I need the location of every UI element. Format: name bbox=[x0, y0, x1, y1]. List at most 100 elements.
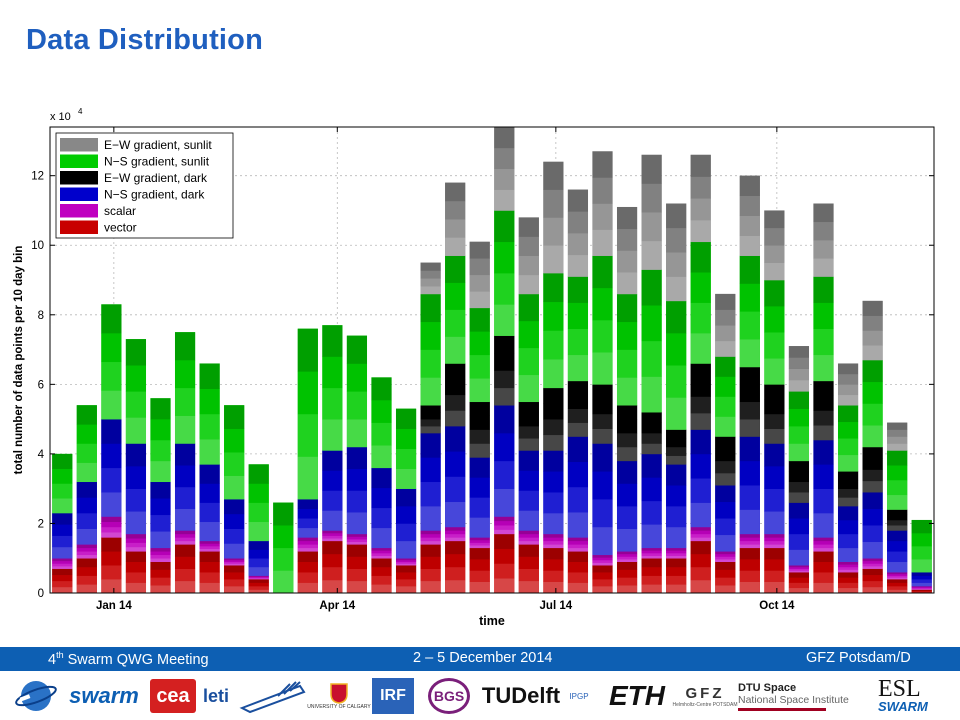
bar-band bbox=[813, 544, 834, 549]
bar-band bbox=[887, 551, 908, 563]
bar-band bbox=[788, 568, 810, 571]
bar-band bbox=[862, 558, 883, 562]
bar-band bbox=[887, 540, 908, 552]
bar-band bbox=[788, 460, 810, 472]
bar-band bbox=[469, 258, 490, 276]
bar-band bbox=[52, 453, 73, 469]
bar-band bbox=[371, 566, 392, 576]
bar-band bbox=[469, 570, 490, 582]
bar-band bbox=[395, 558, 417, 561]
bar-band bbox=[616, 528, 638, 552]
ipgp-logo: IPGP bbox=[569, 691, 589, 701]
bar-band bbox=[666, 553, 687, 556]
bar-band bbox=[420, 568, 441, 582]
bar-band bbox=[297, 547, 318, 552]
bar-band bbox=[297, 456, 318, 500]
bar-band bbox=[666, 252, 687, 277]
bar-band bbox=[739, 215, 760, 236]
bar-band bbox=[567, 561, 589, 573]
bar-band bbox=[52, 546, 73, 559]
bar-band bbox=[641, 566, 662, 576]
bar-band bbox=[518, 450, 539, 471]
bar-band bbox=[862, 458, 883, 470]
bar-band bbox=[224, 405, 245, 429]
bar-band bbox=[616, 293, 638, 323]
bar-band bbox=[174, 508, 196, 531]
bar-band bbox=[690, 533, 711, 538]
bar-band bbox=[887, 561, 908, 573]
bar-band bbox=[125, 542, 147, 548]
bar-band bbox=[76, 547, 97, 552]
bar-band bbox=[101, 443, 122, 469]
bar-band bbox=[837, 582, 859, 589]
bar-band bbox=[150, 585, 171, 594]
bar-band bbox=[690, 363, 711, 381]
bar-band bbox=[150, 547, 171, 552]
bar-band bbox=[666, 464, 687, 486]
bar-band bbox=[739, 384, 760, 403]
bar-band bbox=[813, 354, 834, 382]
plot-frame bbox=[49, 126, 935, 594]
bar-band bbox=[125, 582, 147, 594]
bar-band bbox=[592, 413, 613, 429]
bar-band bbox=[837, 519, 859, 535]
bar-band bbox=[322, 566, 343, 581]
bar-band bbox=[395, 563, 417, 566]
bar-band bbox=[150, 419, 171, 441]
bar-band bbox=[739, 436, 760, 462]
bar-band bbox=[371, 553, 392, 556]
bar-band bbox=[494, 525, 515, 530]
bar-band bbox=[248, 579, 269, 583]
bar-band bbox=[764, 280, 785, 307]
bar-band bbox=[567, 328, 589, 356]
bar-band bbox=[248, 578, 269, 580]
bar-band bbox=[690, 176, 711, 199]
bar-band bbox=[715, 340, 736, 357]
bar-band bbox=[788, 533, 810, 550]
bar-band bbox=[862, 446, 883, 459]
footer-dates: 2 – 5 December 2014 bbox=[413, 650, 553, 666]
bar-band bbox=[76, 497, 97, 514]
bar-band bbox=[518, 530, 539, 535]
bar-band bbox=[224, 475, 245, 500]
bar-band bbox=[764, 245, 785, 263]
bgs-logo: BGS bbox=[428, 678, 470, 714]
bar-band bbox=[346, 335, 368, 364]
bar-band bbox=[690, 453, 711, 479]
bar-band bbox=[764, 227, 785, 246]
bar-band bbox=[739, 366, 760, 385]
footer-meeting: 4th Swarm QWG Meeting bbox=[48, 650, 209, 668]
bar-band bbox=[592, 151, 613, 178]
bar-band bbox=[199, 572, 220, 583]
bar-band bbox=[469, 274, 490, 292]
bar-band bbox=[445, 476, 466, 503]
bar-band bbox=[862, 345, 883, 361]
bar-band bbox=[690, 396, 711, 414]
bar-band bbox=[518, 413, 539, 427]
bar-band bbox=[690, 579, 711, 594]
bar-band bbox=[641, 547, 662, 551]
bar-band bbox=[837, 488, 859, 498]
bar-band bbox=[739, 581, 760, 594]
bar-band bbox=[739, 547, 760, 560]
bar-band bbox=[346, 541, 368, 545]
bar-band bbox=[666, 333, 687, 366]
bar-band bbox=[469, 443, 490, 458]
bar-band bbox=[739, 533, 760, 538]
bar-band bbox=[395, 559, 417, 563]
bar-band bbox=[739, 195, 760, 216]
bar-band bbox=[76, 566, 97, 576]
bar-band bbox=[813, 276, 834, 303]
bar-band bbox=[420, 533, 441, 538]
bar-band bbox=[764, 537, 785, 542]
bar-band bbox=[224, 499, 245, 515]
bar-band bbox=[322, 450, 343, 471]
bar-band bbox=[543, 330, 564, 360]
bar-band bbox=[518, 556, 539, 569]
bar-band bbox=[322, 540, 343, 555]
bar-band bbox=[837, 572, 859, 578]
bar-band bbox=[567, 486, 589, 513]
bar-band bbox=[862, 560, 883, 564]
bar-band bbox=[420, 540, 441, 545]
bar-band bbox=[371, 575, 392, 585]
